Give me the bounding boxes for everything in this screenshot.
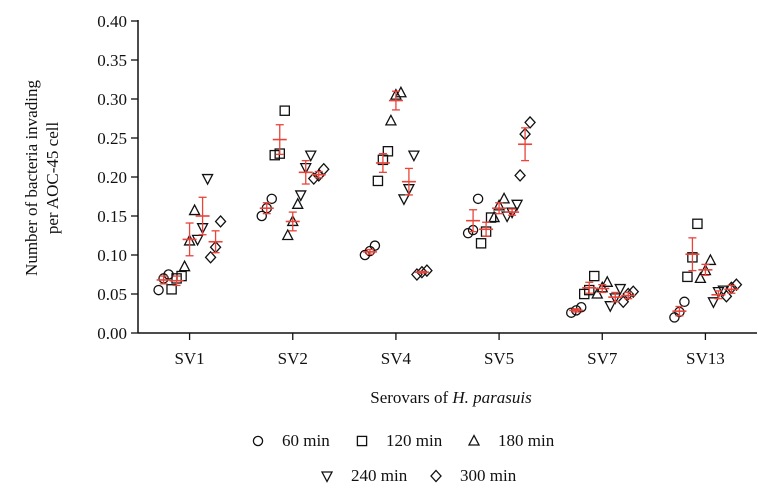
- x-axis-label-prefix: Serovars of: [370, 388, 448, 407]
- data-point: [682, 271, 693, 283]
- y-axis-label-line1: Number of bacteria invading: [22, 80, 41, 276]
- data-point: [694, 271, 707, 284]
- data-point: [188, 203, 201, 216]
- data-point: [317, 162, 330, 176]
- data-point: [421, 264, 433, 278]
- y-tick-label: 0.20: [97, 168, 127, 187]
- data-point: [411, 268, 423, 281]
- data-point: [256, 210, 267, 222]
- data-point: [669, 312, 680, 323]
- data-point: [601, 275, 614, 287]
- data-point: [281, 228, 294, 241]
- y-tick-label: 0.00: [97, 324, 127, 343]
- data-point: [566, 307, 577, 318]
- y-tick-label: 0.25: [97, 129, 127, 148]
- data-point: [591, 287, 604, 299]
- data-point: [178, 259, 191, 272]
- legend-label: 240 min: [351, 466, 408, 485]
- x-tick-label: SV13: [686, 349, 725, 368]
- legend: 60 min 120 min 180 min 240 min 300 min: [252, 431, 555, 485]
- legend-label: 180 min: [498, 431, 555, 450]
- data-point: [294, 190, 307, 202]
- data-point: [707, 297, 720, 309]
- legend-marker: [356, 435, 368, 447]
- data-point: [475, 238, 487, 249]
- y-tick-label: 0.05: [97, 285, 127, 304]
- y-tick-label: 0.15: [97, 207, 127, 226]
- data-point: [266, 193, 277, 205]
- data-point: [166, 284, 177, 295]
- x-axis-label-species: H. parasuis: [451, 388, 532, 407]
- data-point: [153, 284, 164, 296]
- data-point: [576, 302, 587, 313]
- x-tick-label: SV2: [278, 349, 308, 368]
- x-tick-label: SV5: [484, 349, 514, 368]
- data-point: [369, 240, 381, 251]
- data-point: [730, 278, 743, 292]
- data-point: [488, 210, 501, 223]
- y-axis-label-line2: per AOC-45 cell: [43, 122, 62, 235]
- data-point: [279, 105, 290, 116]
- data-point: [692, 218, 703, 230]
- data-point: [394, 85, 407, 98]
- y-tick-label: 0.10: [97, 246, 127, 265]
- data-point: [604, 301, 617, 313]
- legend-label: 300 min: [460, 466, 517, 485]
- data-point: [382, 146, 394, 157]
- x-axis-label: Serovars of H. parasuis: [370, 388, 532, 407]
- y-tick-label: 0.30: [97, 90, 127, 109]
- data-point: [627, 285, 640, 299]
- data-point: [589, 270, 600, 282]
- data-point: [291, 197, 304, 209]
- x-tick-label: SV4: [381, 349, 412, 368]
- data-point: [524, 115, 536, 129]
- legend-label: 60 min: [282, 431, 330, 450]
- data-point: [472, 193, 484, 205]
- data-points: [153, 85, 743, 323]
- legend-marker: [252, 435, 264, 447]
- data-point: [163, 269, 174, 280]
- y-axis: 0.00 0.05 0.10 0.15 0.20 0.25 0.30 0.35 0.40: [97, 12, 139, 343]
- data-point: [704, 253, 717, 266]
- data-point: [511, 199, 524, 212]
- data-point: [712, 287, 725, 299]
- data-point: [304, 150, 317, 163]
- legend-marker: [430, 469, 442, 483]
- legend-marker: [467, 434, 481, 446]
- data-point: [617, 295, 630, 309]
- data-point: [307, 172, 320, 186]
- legend-label: 120 min: [386, 431, 443, 450]
- y-tick-label: 0.40: [97, 12, 127, 31]
- data-point: [372, 175, 384, 187]
- data-point: [679, 296, 690, 308]
- x-tick-label: SV7: [587, 349, 618, 368]
- x-axis: SV1 SV2 SV4 SV5 SV7 SV13: [138, 332, 757, 368]
- legend-marker: [320, 471, 334, 483]
- data-point: [498, 191, 511, 204]
- data-point: [416, 265, 428, 279]
- data-point: [384, 113, 397, 126]
- data-point: [614, 283, 627, 296]
- y-tick-label: 0.35: [97, 51, 127, 70]
- data-point: [397, 194, 410, 206]
- data-point: [204, 250, 217, 264]
- data-point: [514, 168, 526, 182]
- mean-error-bars: [156, 90, 739, 317]
- data-point: [214, 214, 227, 228]
- data-point: [407, 150, 420, 163]
- x-tick-label: SV1: [174, 349, 204, 368]
- data-point: [201, 173, 214, 186]
